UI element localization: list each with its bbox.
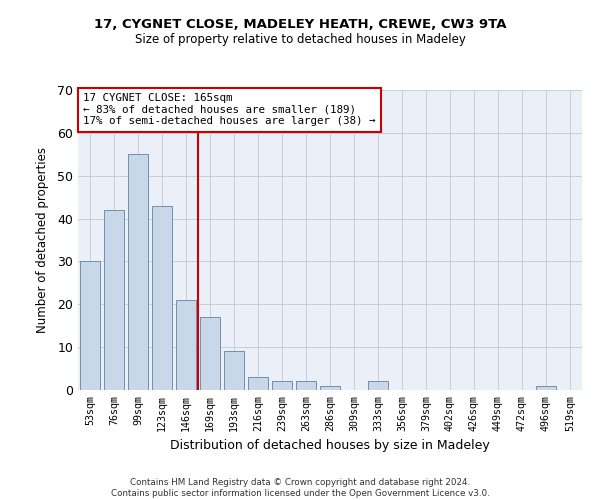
Text: Contains HM Land Registry data © Crown copyright and database right 2024.
Contai: Contains HM Land Registry data © Crown c… [110,478,490,498]
Bar [368,382,388,390]
Bar [272,382,292,390]
Text: 17 CYGNET CLOSE: 165sqm
← 83% of detached houses are smaller (189)
17% of semi-d: 17 CYGNET CLOSE: 165sqm ← 83% of detache… [83,93,376,126]
Bar [320,386,340,390]
Bar [176,300,196,390]
Y-axis label: Number of detached properties: Number of detached properties [36,147,49,333]
Bar [104,210,124,390]
Text: Size of property relative to detached houses in Madeley: Size of property relative to detached ho… [134,32,466,46]
Bar [200,317,220,390]
X-axis label: Distribution of detached houses by size in Madeley: Distribution of detached houses by size … [170,439,490,452]
Bar [536,386,556,390]
Bar [80,262,100,390]
Bar [152,206,172,390]
Bar [128,154,148,390]
Text: 17, CYGNET CLOSE, MADELEY HEATH, CREWE, CW3 9TA: 17, CYGNET CLOSE, MADELEY HEATH, CREWE, … [94,18,506,30]
Bar [296,382,316,390]
Bar [248,377,268,390]
Bar [224,352,244,390]
